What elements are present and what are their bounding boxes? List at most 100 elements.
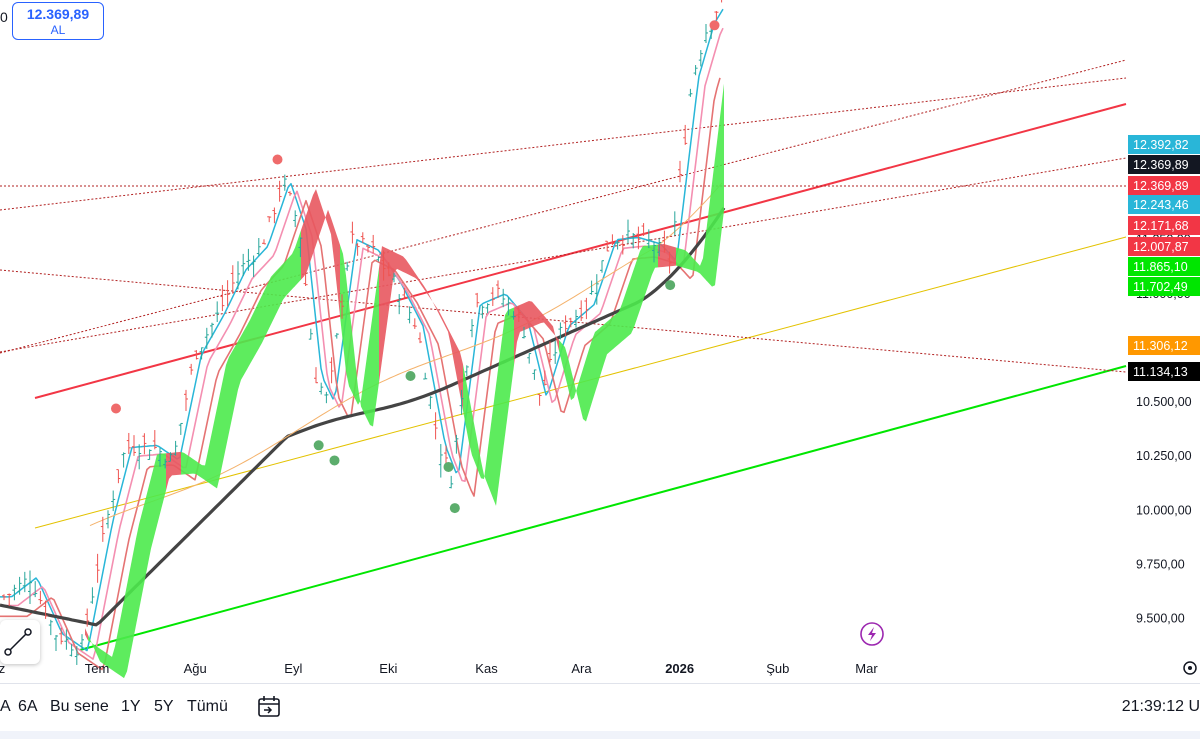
ribbon-segment	[412, 268, 415, 278]
ribbon-segment	[124, 584, 127, 679]
ribbon-segment	[562, 343, 565, 376]
ribbon-segment	[157, 453, 160, 526]
ribbon-segment	[391, 250, 394, 295]
time-scale-label: Mar	[855, 661, 878, 676]
ribbon-segment	[388, 249, 391, 317]
ribbon-segment	[505, 310, 508, 436]
ribbon-segment	[358, 387, 361, 407]
ribbon-segment	[601, 324, 604, 374]
price-tag-bg	[1128, 216, 1200, 235]
ribbon-segment	[487, 432, 490, 491]
price-tag-bg	[1128, 195, 1200, 214]
ribbon-segment	[295, 238, 298, 287]
ribbon-segment	[175, 452, 178, 476]
range-ytd-button[interactable]: Bu sene	[50, 698, 109, 715]
ribbon-segment	[715, 133, 718, 286]
ribbon-segment	[352, 331, 355, 399]
ribbon-segment	[262, 289, 265, 343]
range-all-button[interactable]: Tümü	[187, 698, 228, 715]
settings-icon[interactable]	[1183, 661, 1197, 675]
ribbon-segment	[385, 247, 388, 339]
ribbon-segment	[127, 569, 130, 672]
sell-marker	[709, 20, 720, 31]
ribbon-segment	[418, 277, 421, 285]
ribbon-segment	[598, 326, 601, 383]
ribbon-segment	[718, 108, 721, 261]
calendar-range-icon[interactable]	[256, 694, 282, 720]
ribbon-segment	[244, 325, 247, 375]
ribbon-segment	[370, 312, 373, 427]
ribbon-segment	[148, 477, 151, 564]
ribbon-segment	[331, 217, 334, 261]
ribbon-segment	[274, 270, 277, 319]
ribbon-segment	[334, 226, 337, 288]
ribbon-segment	[292, 247, 295, 290]
medium-ma-line	[0, 27, 724, 660]
ribbon-segment	[481, 460, 484, 480]
ribbon-segment	[94, 644, 97, 655]
dotted-steep-line	[0, 59, 1127, 354]
ribbon-segment	[529, 301, 532, 329]
ribbon-segment	[193, 458, 196, 475]
buy-marker	[405, 371, 416, 382]
ribbon-segment	[424, 286, 427, 294]
ribbon-segment	[121, 600, 124, 679]
alert-icon[interactable]	[860, 622, 884, 646]
buy-marker	[443, 461, 454, 472]
ribbon-segment	[457, 346, 460, 395]
ribbon-segment	[448, 328, 451, 347]
ribbon-segment	[169, 452, 172, 479]
ribbon-segment	[553, 326, 556, 339]
ribbon-segment	[670, 245, 673, 267]
ribbon-segment	[253, 307, 256, 359]
order-price-box[interactable]: 12.369,89 AL	[12, 2, 104, 40]
range-5y-button[interactable]: 5Y	[154, 698, 174, 715]
ribbon-segment	[637, 251, 640, 319]
range-1y-button[interactable]: 1Y	[121, 698, 141, 715]
ribbon-segment	[217, 393, 220, 489]
price-tag-bg	[1128, 257, 1200, 276]
ribbon-segment	[184, 452, 187, 475]
price-tag-label: 12.171,68	[1133, 219, 1189, 233]
ribbon-segment	[160, 453, 163, 514]
ribbon-segment	[250, 313, 253, 365]
upper-channel-line	[34, 103, 1127, 399]
ribbon-segment	[97, 646, 100, 662]
ribbon-segment	[700, 258, 703, 277]
ribbon-segment	[142, 501, 145, 595]
range-a-button[interactable]: A	[0, 698, 11, 715]
range-6a-button[interactable]: 6A	[18, 698, 38, 715]
ribbon-segment	[709, 183, 712, 287]
ribbon-segment	[631, 268, 634, 334]
ribbon-segment	[673, 246, 676, 266]
price-scale-label: 10.000,00	[1136, 503, 1192, 517]
ribbon-segment	[187, 454, 190, 475]
time-scale[interactable]: z Tem Ağu Eyl Eki Kas Ara 2026 Şub Mar	[0, 661, 878, 676]
price-tag-label: 12.243,46	[1133, 198, 1189, 212]
ribbon-segment	[178, 451, 181, 475]
ribbon-segment	[373, 290, 376, 427]
ribbon-segment	[232, 346, 235, 419]
ribbon-segment	[256, 301, 259, 354]
ribbon-segment	[499, 338, 502, 483]
ribbon-segment	[439, 311, 442, 321]
ribbon-segment	[355, 359, 358, 405]
long-sma-line	[0, 207, 726, 627]
ribbon-segment	[145, 489, 148, 580]
ribbon-segment	[235, 341, 238, 405]
time-scale-label: Kas	[475, 661, 498, 676]
ribbon-segment	[616, 311, 619, 347]
time-scale-label: 2026	[665, 661, 694, 676]
ribbon-segment	[676, 247, 679, 267]
ribbon-segment	[100, 648, 103, 664]
ribbon-segment	[610, 316, 613, 352]
price-scale[interactable]: 13.500,0013.250,0013.000,0012.750,0011.5…	[1136, 0, 1192, 626]
ribbon-segment	[628, 277, 631, 337]
ribbon-segment	[520, 303, 523, 332]
drawing-tool-button[interactable]	[0, 620, 40, 664]
ribbon-segment	[595, 329, 598, 393]
ribbon-segment	[484, 455, 487, 483]
ribbon-segment	[451, 334, 454, 363]
ribbon-segment	[589, 339, 592, 412]
